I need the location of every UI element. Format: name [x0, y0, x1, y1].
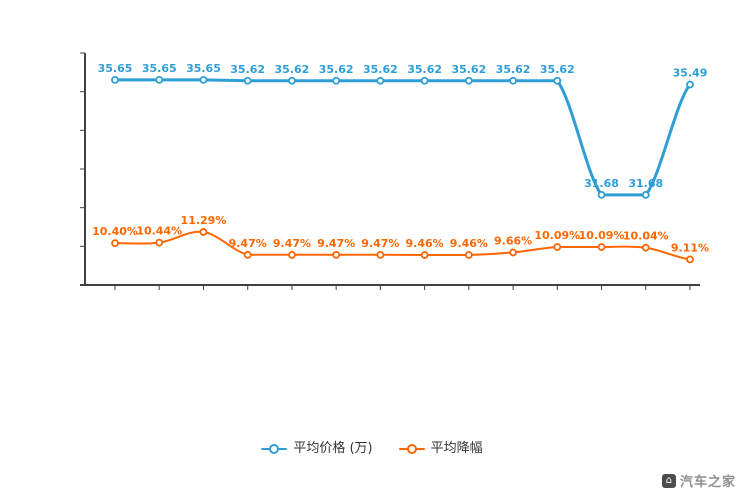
svg-text:10.09%: 10.09%: [534, 229, 580, 242]
svg-text:10.44%: 10.44%: [136, 225, 182, 238]
svg-text:35.62: 35.62: [496, 63, 531, 76]
svg-text:10.09%: 10.09%: [579, 229, 625, 242]
svg-text:35.49: 35.49: [673, 67, 708, 80]
svg-text:9.66%: 9.66%: [494, 234, 532, 247]
line-marker-icon: [261, 443, 288, 454]
line-marker-icon: [398, 443, 425, 454]
svg-text:11.29%: 11.29%: [181, 214, 227, 227]
svg-text:9.46%: 9.46%: [450, 237, 488, 250]
legend-label-avg-price: 平均价格 (万): [293, 441, 373, 456]
svg-text:35.65: 35.65: [186, 62, 221, 75]
svg-text:10.04%: 10.04%: [623, 230, 669, 243]
svg-text:9.47%: 9.47%: [361, 237, 399, 250]
svg-text:9.47%: 9.47%: [229, 237, 267, 250]
svg-text:35.62: 35.62: [407, 63, 442, 76]
legend-item-avg-discount[interactable]: 平均降幅: [398, 441, 483, 456]
svg-text:35.62: 35.62: [230, 63, 265, 76]
svg-text:35.62: 35.62: [451, 63, 486, 76]
svg-text:9.47%: 9.47%: [273, 237, 311, 250]
svg-text:10.40%: 10.40%: [92, 225, 138, 238]
watermark-text: 汽车之家: [679, 475, 736, 490]
svg-text:9.11%: 9.11%: [671, 241, 709, 254]
chart-legend: 平均价格 (万) 平均降幅: [0, 442, 744, 455]
svg-text:35.65: 35.65: [142, 62, 177, 75]
svg-text:35.62: 35.62: [540, 63, 575, 76]
legend-label-avg-discount: 平均降幅: [430, 441, 483, 456]
svg-text:35.62: 35.62: [319, 63, 354, 76]
svg-text:9.46%: 9.46%: [406, 237, 444, 250]
svg-text:35.62: 35.62: [363, 63, 398, 76]
legend-item-avg-price[interactable]: 平均价格 (万): [261, 441, 373, 456]
svg-text:35.65: 35.65: [98, 62, 133, 75]
watermark: ⌂ 汽车之家: [661, 471, 736, 490]
svg-text:31.68: 31.68: [584, 177, 619, 190]
svg-text:9.47%: 9.47%: [317, 237, 355, 250]
svg-text:31.68: 31.68: [628, 177, 663, 190]
autohome-logo-icon: ⌂: [661, 473, 676, 488]
svg-text:35.62: 35.62: [275, 63, 310, 76]
